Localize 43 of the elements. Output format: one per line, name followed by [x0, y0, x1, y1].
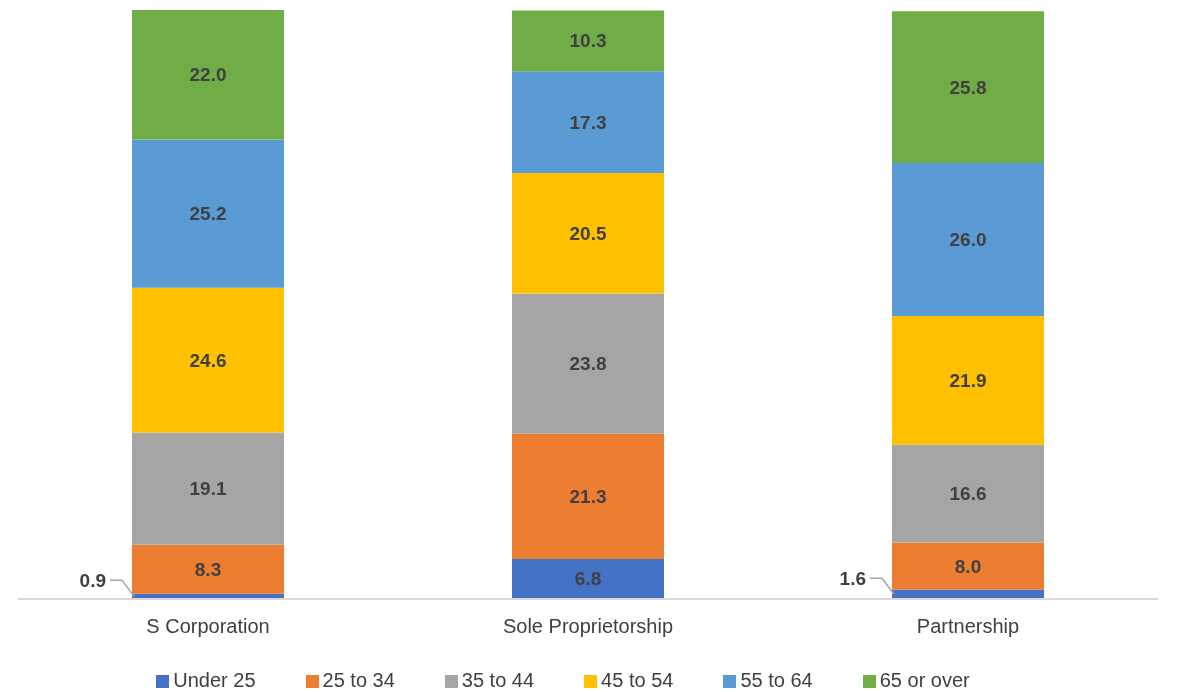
legend-label: Under 25: [173, 669, 256, 691]
bar: [132, 10, 284, 140]
bar: [892, 315, 1044, 445]
legend-label: 25 to 34: [322, 669, 395, 691]
data-label: 24.6: [189, 349, 227, 371]
bar: [512, 293, 664, 434]
data-label: 20.5: [569, 222, 607, 244]
data-label: 22.0: [189, 64, 227, 86]
data-label: 16.6: [949, 483, 987, 505]
legend-label: 55 to 64: [740, 669, 813, 691]
x-tick-label: S Corporation: [146, 615, 270, 638]
bar: [512, 558, 664, 599]
bar: [892, 11, 1044, 163]
data-label: 21.3: [569, 485, 607, 507]
data-label: 8.0: [954, 555, 982, 577]
bar: [892, 444, 1044, 543]
bar: [892, 162, 1044, 316]
data-label: 1.6: [839, 567, 866, 589]
x-tick-label: Partnership: [916, 615, 1020, 638]
data-label: 21.9: [949, 369, 987, 391]
bar: [132, 287, 284, 433]
bar: [132, 544, 284, 594]
data-label: 19.1: [189, 478, 227, 500]
legend-label: 65 or over: [879, 669, 970, 691]
data-label: 23.8: [569, 353, 607, 375]
data-label: 8.3: [194, 558, 222, 580]
data-label: 10.3: [569, 30, 607, 52]
data-label: 25.8: [949, 76, 987, 98]
bar: [892, 542, 1044, 590]
data-label: 25.2: [189, 203, 227, 225]
legend-label: 45 to 54: [601, 669, 674, 691]
bar: [512, 433, 664, 559]
legend-label: 35 to 44: [461, 669, 535, 691]
data-label: 17.3: [569, 111, 607, 133]
bar: [512, 10, 664, 72]
bar: [132, 432, 284, 545]
data-label: 0.9: [79, 569, 106, 591]
bar: [512, 71, 664, 173]
bar: [512, 172, 664, 294]
x-tick-label: Sole Proprietorship: [502, 615, 674, 638]
bar: [132, 139, 284, 288]
data-label: 6.8: [574, 568, 602, 590]
data-label: 26.0: [949, 228, 987, 250]
